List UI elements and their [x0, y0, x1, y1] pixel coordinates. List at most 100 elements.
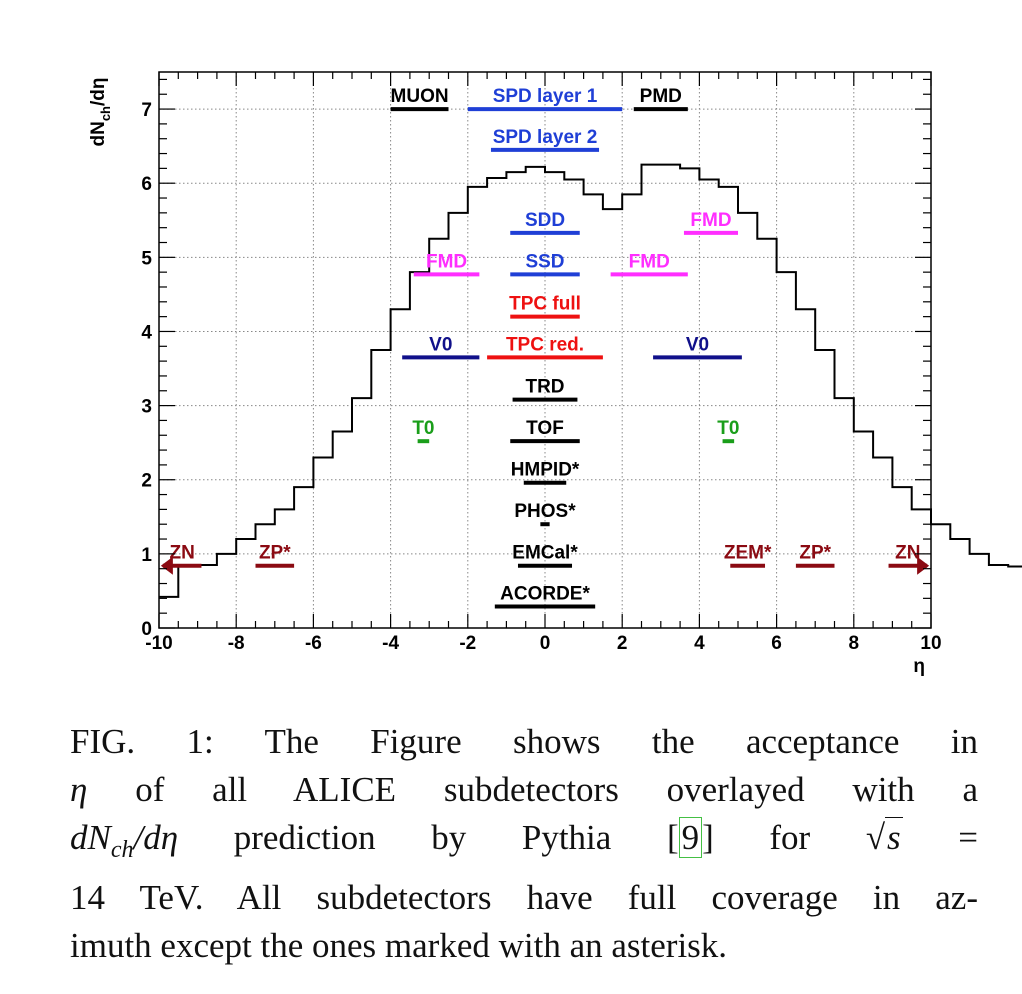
detector-label: EMCal* [512, 543, 578, 564]
detector-zn: ZN [160, 543, 202, 575]
detector-label: TPC full [509, 294, 581, 315]
detector-label: V0 [686, 334, 709, 355]
detector-label: SPD layer 2 [493, 127, 598, 148]
detector-zp: ZP* [255, 543, 295, 568]
detector-label: ZP* [259, 543, 291, 564]
caption-text-1: The Figure shows the acceptance in [264, 722, 979, 761]
y-tick-label: 1 [141, 545, 152, 566]
detector-label: T0 [717, 418, 739, 439]
y-label-part: /dη [88, 78, 109, 107]
axis-ticks [158, 72, 932, 629]
figure-caption: FIG. 1: The Figure shows the acceptance … [70, 718, 978, 970]
arrow-right-icon [917, 556, 930, 575]
caption-text-2: of all ALICE subdetectors overlayed with… [135, 770, 978, 809]
caption-equals: = [958, 818, 979, 857]
detector-fmd: FMD [683, 210, 738, 235]
caption-line-2: η of all ALICE subdetectors overlayed wi… [70, 766, 978, 814]
caption-text-3: prediction by Pythia [233, 818, 612, 857]
acceptance-chart: MUON SPD layer 1 PMD SPD layer 2 SDD FMD FMD SS… [88, 71, 1022, 677]
detector-trd: TRD [512, 377, 578, 402]
y-tick-labels: 0 1 2 3 4 5 6 7 [141, 100, 152, 640]
detector-pmd: PMD [633, 86, 688, 112]
detector-bars: MUON SPD layer 1 PMD SPD layer 2 SDD FMD FMD SS… [160, 86, 930, 609]
dndeta-histogram-line [159, 163, 1022, 598]
grid-lines [159, 72, 931, 628]
detector-label: MUON [391, 86, 449, 107]
detector-label: ZP* [799, 543, 831, 564]
detector-emcal: EMCal* [512, 543, 578, 568]
detector-v0: V0 [402, 334, 480, 360]
x-tick-label: 6 [771, 633, 782, 654]
detector-tof: TOF [510, 418, 580, 444]
x-tick-label: 2 [617, 633, 628, 654]
detector-label: ACORDE* [500, 584, 590, 605]
y-tick-label: 7 [141, 100, 152, 121]
detector-spd-layer-2: SPD layer 2 [490, 127, 600, 152]
caption-sqrt-s: √s [865, 817, 903, 857]
detector-label: T0 [412, 418, 434, 439]
caption-line-5: imuth except the ones marked with an ast… [70, 926, 728, 965]
detector-label: ZN [895, 543, 920, 564]
detector-label: V0 [429, 334, 452, 355]
y-label-part: dN [88, 121, 109, 146]
x-tick-label: -4 [382, 633, 399, 654]
detector-label: TOF [526, 418, 564, 439]
y-tick-label: 6 [141, 174, 152, 195]
caption-fig-number: FIG. 1: [70, 722, 214, 761]
x-axis-label: η [913, 656, 925, 677]
caption-eta: η [70, 770, 88, 809]
detector-label: FMD [426, 251, 467, 272]
detector-label: ZN [169, 543, 194, 564]
caption-ref[interactable]: [9] [666, 817, 714, 858]
y-tick-label: 0 [141, 619, 152, 640]
x-tick-label: -10 [145, 633, 172, 654]
detector-zp: ZP* [795, 543, 835, 568]
detector-acorde: ACORDE* [494, 584, 596, 609]
detector-label: FMD [629, 251, 670, 272]
caption-s: s [885, 817, 903, 857]
x-tick-label: 8 [849, 633, 860, 654]
y-tick-label: 3 [141, 397, 152, 418]
detector-label: PMD [640, 86, 682, 107]
detector-sdd: SDD [510, 210, 580, 235]
caption-line-3: dNch/dη prediction by Pythia [9] for √s … [70, 814, 978, 874]
detector-label: PHOS* [514, 501, 576, 522]
detector-label: TRD [525, 377, 564, 398]
y-tick-label: 5 [141, 248, 152, 269]
detector-zem: ZEM* [724, 543, 772, 568]
detector-tpc-full: TPC full [509, 294, 581, 319]
detector-label: SPD layer 1 [493, 86, 598, 107]
detector-hmpid: HMPID* [511, 460, 580, 485]
detector-fmd: FMD [610, 251, 688, 277]
detector-spd-layer-1: SPD layer 1 [467, 86, 623, 112]
detector-label: FMD [690, 210, 731, 231]
detector-t0: T0 [717, 418, 739, 444]
x-tick-labels: -10 -8 -6 -4 -2 0 2 4 6 8 10 [145, 633, 941, 654]
citation-link[interactable]: 9 [678, 817, 703, 858]
detector-label: ZEM* [724, 543, 772, 564]
detector-muon: MUON [391, 86, 449, 112]
detector-v0: V0 [653, 334, 742, 360]
caption-for: for [769, 818, 811, 857]
arrow-left-icon [160, 556, 173, 575]
x-tick-label: 10 [920, 633, 941, 654]
x-tick-label: -8 [228, 633, 245, 654]
detector-phos: PHOS* [514, 501, 576, 527]
caption-line-1: FIG. 1: The Figure shows the acceptance … [70, 718, 978, 766]
detector-zn: ZN [888, 543, 930, 575]
detector-label: SDD [525, 210, 565, 231]
histogram [159, 163, 1022, 598]
detector-label: TPC red. [506, 334, 584, 355]
y-tick-label: 4 [141, 322, 152, 343]
x-tick-label: 0 [540, 633, 551, 654]
detector-fmd: FMD [413, 251, 480, 277]
caption-dnch-deta: dNch/dη [70, 818, 179, 863]
detector-label: HMPID* [511, 460, 580, 481]
detector-ssd: SSD [510, 251, 580, 277]
detector-label: SSD [525, 251, 564, 272]
x-tick-label: 4 [694, 633, 705, 654]
x-tick-label: -6 [305, 633, 322, 654]
y-tick-label: 2 [141, 471, 152, 492]
detector-t0: T0 [412, 418, 435, 444]
detector-tpc-red: TPC red. [487, 334, 603, 360]
